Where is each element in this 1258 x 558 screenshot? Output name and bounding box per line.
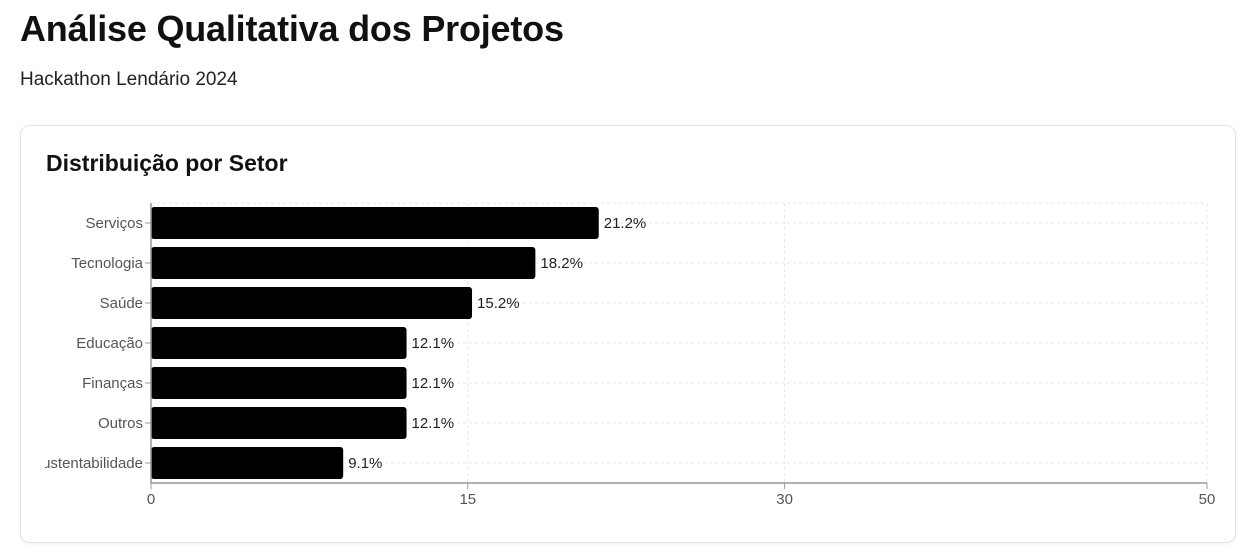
category-label-2: Saúde [100,295,143,312]
chart-title: Distribuição por Setor [46,150,288,176]
value-label-1: 18.2% [540,255,583,272]
sector-bar-chart: Serviços 21.2% Tecnologia 18.2% Saúde 15.2% Ed… [32,202,1216,508]
category-label-1: Tecnologia [71,255,143,272]
bar-5 [151,407,407,439]
bar-1 [151,247,536,279]
chart-card: Distribuição por Setor Serviços 21.2% Tecn… [20,125,1236,543]
category-label-4: Finanças [82,375,143,392]
bar-2 [151,287,473,319]
value-label-0: 21.2% [604,215,647,232]
x-tick-label-2: 30 [776,491,793,508]
bar-6 [151,447,344,479]
category-label-5: Outros [98,415,143,432]
x-tick-label-3: 50 [1199,491,1216,508]
value-label-2: 15.2% [477,295,520,312]
bar-3 [151,327,407,359]
x-tick-label-0: 0 [147,491,155,508]
value-label-3: 12.1% [412,335,455,352]
bar-4 [151,367,407,399]
category-label-6: Sustentabilidade [32,455,143,472]
page-subtitle: Hackathon Lendário 2024 [20,69,238,90]
page-title: Análise Qualitativa dos Projetos [20,8,564,49]
value-label-6: 9.1% [348,455,382,472]
category-label-3: Educação [76,335,143,352]
value-label-5: 12.1% [412,415,455,432]
category-label-0: Serviços [85,215,143,232]
bar-0 [151,207,599,239]
x-tick-label-1: 15 [459,491,476,508]
value-label-4: 12.1% [412,375,455,392]
